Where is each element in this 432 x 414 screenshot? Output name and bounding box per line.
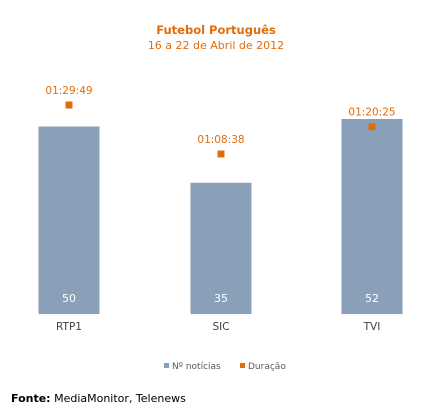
bar-value-label-rtp1: 50 xyxy=(62,292,76,305)
source-note: Fonte: MediaMonitor, Telenews xyxy=(11,392,186,405)
duration-marker-rtp1 xyxy=(65,101,73,109)
bar-value-label-sic: 35 xyxy=(214,292,228,305)
category-label-rtp1: RTP1 xyxy=(56,321,82,333)
category-label-tvi: TVI xyxy=(363,321,381,333)
chart-title: Futebol Português xyxy=(156,23,276,37)
chart-subtitle: 16 a 22 de Abril de 2012 xyxy=(148,39,284,52)
bar-sic xyxy=(190,182,252,314)
bar-value-label-tvi: 52 xyxy=(365,292,379,305)
legend-label-bar: Nº notícias xyxy=(172,362,221,372)
chart-marks: 50 RTP1 01:29:49 35 SIC 01:08:38 52 TVI 01:20:25 xyxy=(38,85,403,333)
legend-swatch-marker xyxy=(240,363,245,368)
chart-legend: Nº notícias Duração xyxy=(164,362,286,372)
bar-tvi xyxy=(341,119,403,314)
duration-marker-sic xyxy=(217,150,225,158)
duration-label-sic: 01:08:38 xyxy=(197,134,244,146)
legend-swatch-bar xyxy=(164,363,169,368)
category-label-sic: SIC xyxy=(212,321,229,333)
source-text: MediaMonitor, Telenews xyxy=(54,392,186,405)
source-label: Fonte: xyxy=(11,392,51,405)
duration-marker-tvi xyxy=(368,123,376,131)
duration-label-rtp1: 01:29:49 xyxy=(45,85,92,97)
bar-rtp1 xyxy=(38,126,100,314)
duration-label-tvi: 01:20:25 xyxy=(348,107,395,119)
legend-label-marker: Duração xyxy=(248,362,286,372)
